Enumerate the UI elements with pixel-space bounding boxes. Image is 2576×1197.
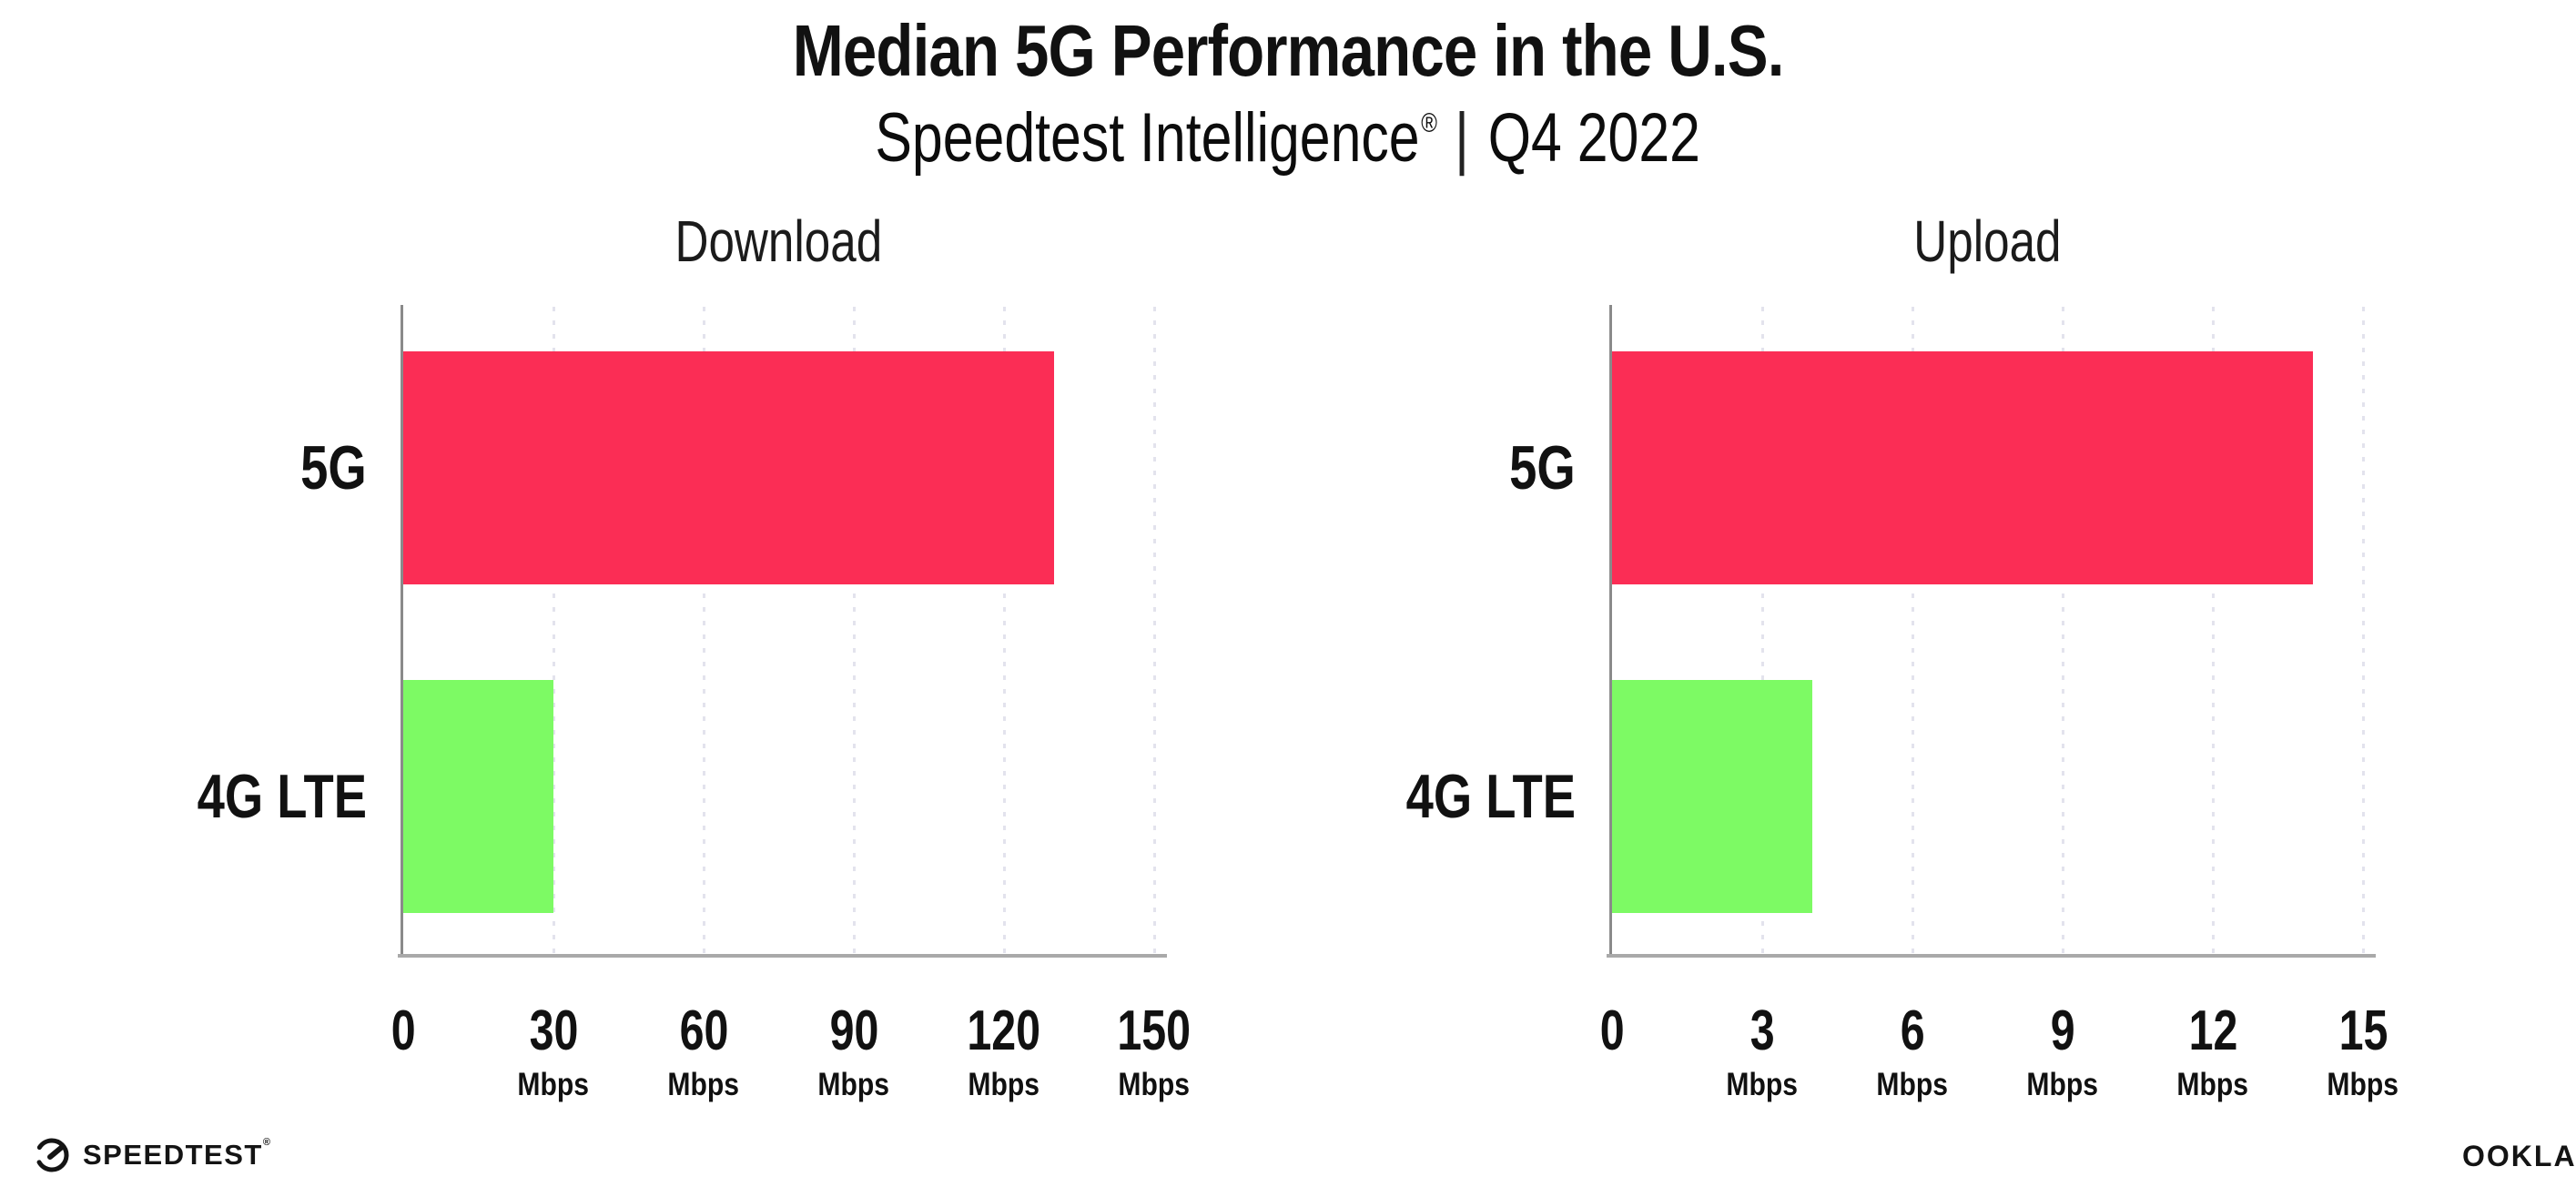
bar-5g [1612,350,2313,584]
speedtest-logo: SPEEDTEST® [33,1136,271,1174]
gridline [553,307,555,956]
category-label: 5G [1509,432,1576,502]
gridline [2062,307,2064,956]
tick-unit: Mbps [2176,1067,2249,1102]
tick-unit: Mbps [2026,1067,2099,1102]
subtitle-brand: Speedtest Intelligence [875,99,1420,177]
subtitle-divider: | [1455,99,1470,177]
x-axis-tick: 60 Mbps [576,956,831,1101]
category-label: 5G [300,432,367,502]
bar-4g-lte [403,679,553,913]
bar-4g-lte [1612,679,1812,913]
page-subtitle-text: Speedtest Intelligence® | Q4 2022 [876,98,1701,178]
tick-value: 9 [2050,999,2075,1062]
tick-value: 60 [679,999,728,1062]
tick-value: 90 [829,999,878,1062]
tick-unit: Mbps [1876,1067,1949,1102]
ookla-logo: OOKLA® [2462,1140,2576,1173]
category-label: 4G LTE [1405,761,1576,831]
x-axis-tick: 15 Mbps [2236,956,2490,1101]
tick-value: 0 [1599,999,1625,1062]
download-chart: Download 0 30 Mbps 60 Mbps 90 Mbps 120 Mbps 150 Mb… [198,205,1192,1101]
tick-value: 6 [1900,999,1925,1062]
x-axis-tick: 90 Mbps [726,956,981,1101]
tick-unit: Mbps [2327,1067,2399,1102]
x-axis-tick: 6 Mbps [1785,956,2040,1101]
page-title: Median 5G Performance in the U.S. [0,9,2576,93]
tick-unit: Mbps [517,1067,590,1102]
x-axis-tick: 0 [1485,956,1739,1060]
x-axis-tick: 0 [276,956,531,1060]
tick-unit: Mbps [667,1067,740,1102]
gridline [2212,307,2215,956]
x-axis-tick: 120 Mbps [877,956,1131,1101]
upload-plot-area: 0 3 Mbps 6 Mbps 9 Mbps 12 Mbps 15 Mbps 5G 4G LTE [1406,305,2399,1101]
tick-unit: Mbps [1726,1067,1799,1102]
gridline [853,307,856,956]
x-axis-tick: 9 Mbps [1935,956,2190,1101]
ookla-label: OOKLA [2462,1140,2576,1172]
upload-chart-title: Upload [1612,205,2363,303]
tick-value: 0 [390,999,416,1062]
x-axis-tick: 30 Mbps [426,956,681,1101]
tick-value: 12 [2188,999,2237,1062]
ookla-wordmark: OOKLA® [2462,1140,2576,1173]
tick-unit: Mbps [817,1067,890,1102]
gridline [2362,307,2365,956]
tick-unit: Mbps [1118,1067,1191,1102]
tick-value: 150 [1117,999,1192,1062]
subtitle-period: Q4 2022 [1488,99,1701,177]
upload-chart-title-text: Upload [1913,208,2062,274]
gridline [1912,307,1914,956]
tick-value: 30 [529,999,578,1062]
tick-value: 120 [967,999,1041,1062]
gridline [1761,307,1764,956]
gridline [1153,307,1156,956]
gridline [1003,307,1006,956]
download-chart-title-text: Download [674,208,883,274]
speedtest-label: SPEEDTEST [83,1139,263,1171]
tick-value: 3 [1749,999,1775,1062]
speedtest-registered-icon: ® [262,1136,272,1148]
upload-chart: Upload 0 3 Mbps 6 Mbps 9 Mbps 12 Mbps 15 Mbps 5G 4G … [1406,205,2399,1101]
page-subtitle: Speedtest Intelligence® | Q4 2022 [0,98,2576,178]
download-plot-area: 0 30 Mbps 60 Mbps 90 Mbps 120 Mbps 150 Mbps 5G 4G LT… [198,305,1191,1101]
speedtest-wordmark: SPEEDTEST® [83,1136,272,1172]
gridline [703,307,705,956]
page-title-text: Median 5G Performance in the U.S. [792,10,1785,91]
category-label: 4G LTE [197,761,367,831]
tick-value: 15 [2338,999,2388,1062]
tick-unit: Mbps [968,1067,1040,1102]
gauge-icon [35,1138,69,1172]
bar-5g [403,350,1054,584]
download-chart-title: Download [403,205,1154,303]
x-axis-tick: 150 Mbps [1027,956,1282,1101]
registered-trademark-icon: ® [1421,107,1438,138]
x-axis-tick: 3 Mbps [1635,956,1890,1101]
x-axis-tick: 12 Mbps [2085,956,2340,1101]
